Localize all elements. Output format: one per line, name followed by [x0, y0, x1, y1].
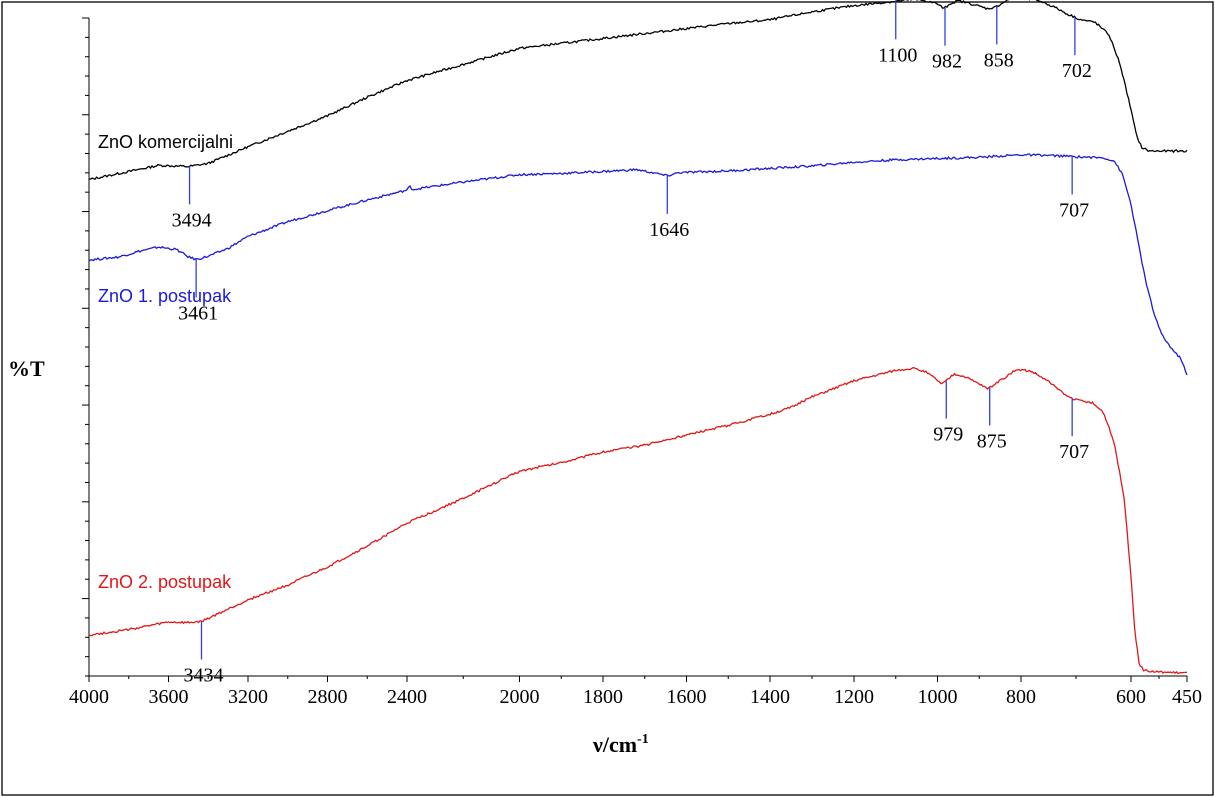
peak-label: 875 [977, 430, 1007, 452]
peak-label: 702 [1062, 60, 1092, 82]
peak-label: 3434 [183, 665, 223, 687]
x-tick-label: 600 [1116, 686, 1146, 708]
x-tick-label: 1600 [667, 686, 707, 708]
x-tick-label: 1000 [918, 686, 958, 708]
series-label-3: ZnO 2. postupak [98, 572, 232, 592]
peak-label: 1646 [649, 219, 689, 241]
peak-label: 979 [933, 424, 963, 446]
x-tick-label: 1400 [750, 686, 790, 708]
x-axis-title-superscript: -1 [637, 732, 649, 747]
series-labels: ZnO komercijalni ZnO 1. postupak ZnO 2. po… [98, 132, 233, 592]
x-tick-label: 3600 [149, 686, 189, 708]
peak-label: 1100 [878, 44, 917, 66]
series-line-1 [89, 0, 1188, 180]
x-tick-label: 450 [1172, 686, 1202, 708]
series-layer [88, 0, 1188, 675]
x-tick-label: 3200 [228, 686, 268, 708]
peak-label: 707 [1059, 199, 1089, 221]
series-label-2: ZnO 1. postupak [98, 286, 232, 306]
y-axis-title: %T [8, 356, 45, 381]
x-tick-label: 1200 [834, 686, 874, 708]
x-axis-title: ν/cm-1 [592, 732, 649, 757]
peak-label: 707 [1059, 441, 1089, 463]
peak-label: 3494 [172, 209, 212, 231]
x-axis-title-main: ν/cm [592, 732, 637, 757]
x-tick-label: 4000 [69, 686, 109, 708]
x-axis: 4000 3600 3200 2800 2400 2000 1800 1600 1400 1200… [69, 675, 1202, 708]
y-axis [82, 17, 90, 677]
x-tick-label: 800 [1006, 686, 1036, 708]
series-line-3 [88, 367, 1188, 675]
x-tick-label: 2800 [308, 686, 348, 708]
x-tick-label: 2400 [387, 686, 427, 708]
peak-label: 3461 [178, 302, 218, 324]
peak-label: 982 [932, 51, 962, 73]
series-label-1: ZnO komercijalni [98, 132, 233, 152]
x-tick-label: 1800 [583, 686, 623, 708]
series-line-2 [88, 153, 1188, 376]
peak-label: 858 [984, 49, 1014, 71]
peak-annotations: 3494 1100 982 858 702 3461 1646 707 3434 979 875 70… [172, 1, 1092, 687]
x-tick-label: 2000 [500, 686, 540, 708]
